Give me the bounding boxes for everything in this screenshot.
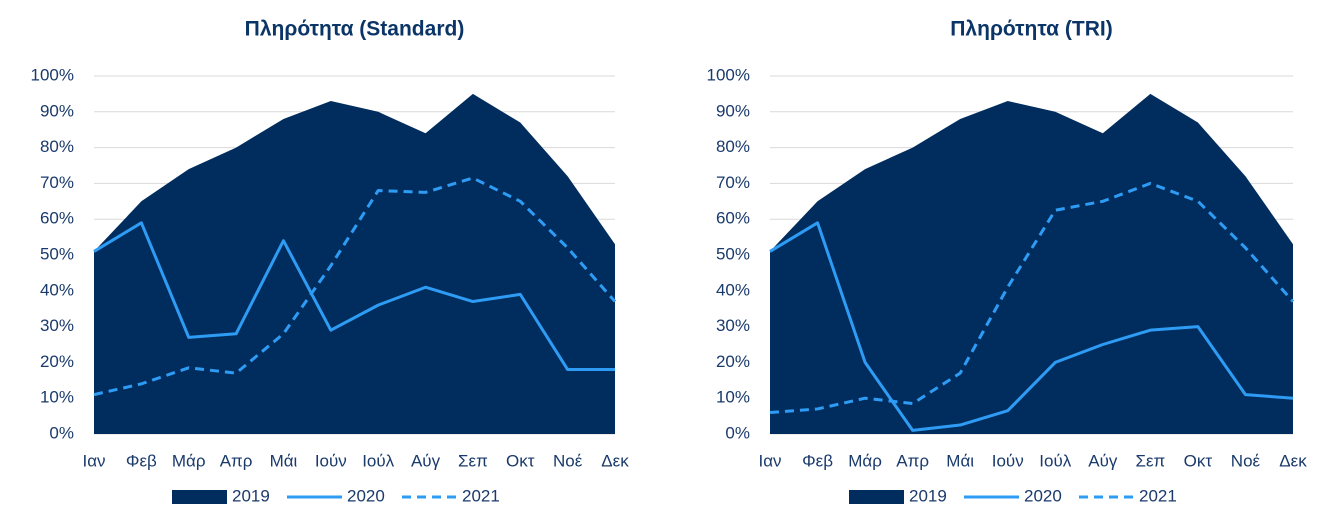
y-tick-label: 100% — [31, 65, 74, 84]
x-tick-label: Ιαν — [82, 451, 105, 470]
x-tick-label: Μάι — [946, 451, 974, 470]
legend-label: 2020 — [1024, 486, 1062, 505]
x-tick-label: Μάρ — [172, 451, 206, 470]
legend-label: 2019 — [909, 486, 947, 505]
y-tick-label: 90% — [40, 101, 74, 120]
x-tick-label: Μάι — [270, 451, 298, 470]
x-tick-label: Μάρ — [848, 451, 882, 470]
x-tick-label: Ιούν — [315, 451, 347, 470]
y-tick-label: 80% — [716, 137, 750, 156]
y-tick-label: 50% — [716, 244, 750, 263]
x-tick-label: Απρ — [220, 451, 253, 470]
y-tick-label: 0% — [49, 423, 74, 442]
x-tick-label: Αύγ — [1088, 451, 1118, 470]
y-tick-label: 90% — [716, 101, 750, 120]
y-tick-label: 30% — [716, 316, 750, 335]
line — [93, 176, 617, 397]
y-tick-label: 10% — [40, 388, 74, 407]
y-tick-label: 50% — [40, 244, 74, 263]
x-tick-label: Δεκ — [601, 451, 629, 470]
x-tick-label: Οκτ — [506, 451, 535, 470]
x-tick-label: Φεβ — [126, 451, 157, 470]
area — [94, 93, 615, 435]
y-tick-label: 100% — [707, 65, 750, 84]
x-tick-label: Ιούλ — [362, 451, 394, 470]
x-tick-label: Δεκ — [1279, 451, 1307, 470]
legend-label: 2020 — [347, 486, 385, 505]
area — [770, 93, 1293, 435]
y-tick-label: 40% — [716, 280, 750, 299]
legend-swatch — [849, 490, 904, 504]
x-tick-label: Οκτ — [1184, 451, 1213, 470]
x-tick-label: Σεπ — [458, 451, 488, 470]
y-tick-label: 40% — [40, 280, 74, 299]
x-tick-label: Αύγ — [411, 451, 441, 470]
x-tick-label: Απρ — [896, 451, 929, 470]
x-tick-label: Νοέ — [1231, 451, 1261, 470]
legend-label: 2021 — [462, 486, 500, 505]
y-tick-label: 70% — [716, 173, 750, 192]
legend-swatch — [172, 490, 227, 504]
y-tick-label: 60% — [716, 209, 750, 228]
x-tick-label: Φεβ — [802, 451, 833, 470]
x-tick-label: Ιούν — [992, 451, 1024, 470]
y-tick-label: 20% — [716, 352, 750, 371]
chart-title: Πληρότητα (TRI) — [950, 18, 1112, 41]
line — [769, 221, 1294, 432]
y-tick-label: 20% — [40, 352, 74, 371]
y-tick-label: 70% — [40, 173, 74, 192]
legend-label: 2021 — [1139, 486, 1177, 505]
x-tick-label: Ιούλ — [1039, 451, 1071, 470]
x-tick-label: Ιαν — [758, 451, 781, 470]
x-tick-label: Σεπ — [1135, 451, 1165, 470]
x-tick-label: Νοέ — [553, 451, 583, 470]
y-tick-label: 0% — [725, 423, 750, 442]
line — [93, 221, 615, 372]
y-tick-label: 10% — [716, 388, 750, 407]
y-tick-label: 80% — [40, 137, 74, 156]
y-tick-label: 30% — [40, 316, 74, 335]
chart-title: Πληρότητα (Standard) — [245, 18, 465, 41]
legend-label: 2019 — [232, 486, 270, 505]
y-tick-label: 60% — [40, 209, 74, 228]
